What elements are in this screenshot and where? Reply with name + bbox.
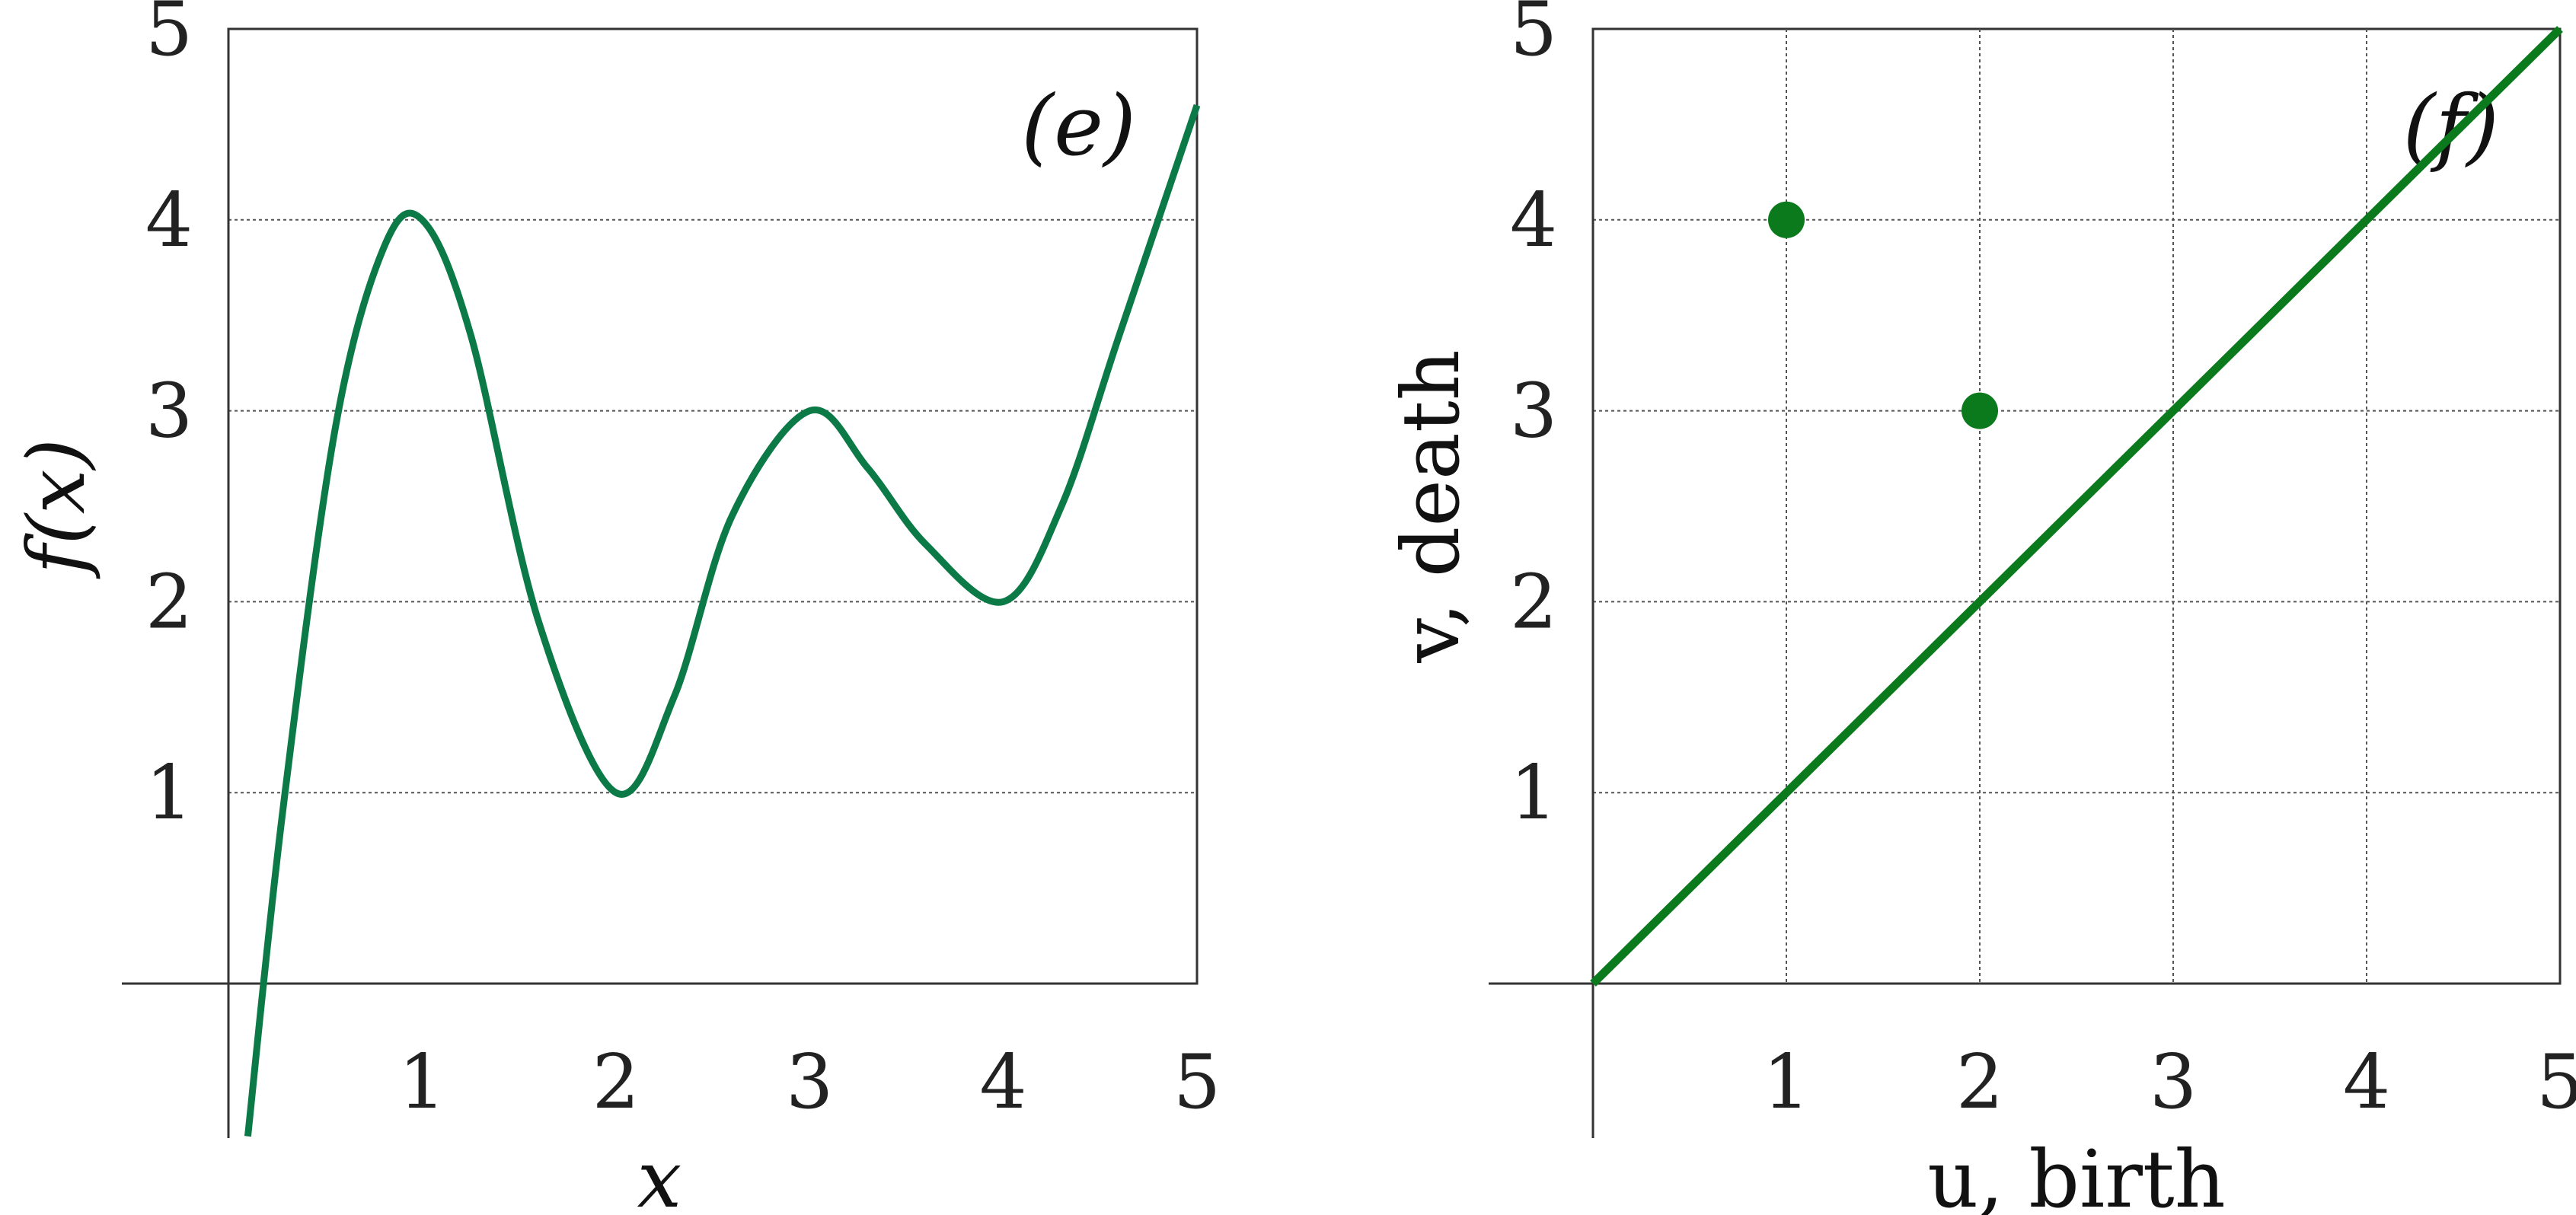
y-tick-label: 5	[1510, 0, 1557, 73]
series-line	[244, 104, 1201, 1137]
panel-label: (e)	[1021, 77, 1136, 174]
x-axis-label: x	[637, 1133, 682, 1215]
diagonal-line	[1590, 26, 2563, 987]
x-tick-label: 4	[979, 1039, 1026, 1126]
x-tick-label: 3	[2150, 1039, 2197, 1126]
x-tick-label: 5	[1173, 1039, 1221, 1126]
x-tick-label: 5	[2536, 1039, 2576, 1126]
x-axis-label: u, birth	[1927, 1133, 2225, 1215]
y-tick-label: 5	[145, 0, 193, 73]
y-tick-label: 2	[1510, 559, 1557, 646]
x-tick-label: 2	[592, 1039, 640, 1126]
y-tick-label: 1	[1510, 750, 1557, 837]
y-axis-label: v, death	[1384, 349, 1477, 663]
y-tick-label: 2	[145, 559, 193, 646]
x-tick-label: 3	[786, 1039, 833, 1126]
x-tick-label: 4	[2343, 1039, 2390, 1126]
chart-panel-f: 1 2 3 4 5 1 2 3 4 5 (f) u, birth v, death	[1384, 0, 2576, 1215]
y-tick-label: 4	[145, 177, 193, 264]
x-tick-label: 2	[1956, 1039, 2003, 1126]
x-tick-label: 1	[1763, 1039, 1810, 1126]
y-tick-label: 1	[145, 750, 193, 837]
y-axis-label: f(x)	[10, 438, 103, 579]
data-point	[1768, 201, 1805, 238]
y-tick-label: 3	[145, 368, 193, 455]
chart-panel-e: 1 2 3 4 5 1 2 3 4 5 (e) x f(x)	[10, 0, 1221, 1215]
y-tick-label: 3	[1510, 368, 1557, 455]
panel-label: (f)	[2402, 77, 2499, 174]
y-tick-label: 4	[1510, 177, 1557, 264]
x-tick-label: 1	[398, 1039, 445, 1126]
data-point	[1962, 392, 1998, 429]
